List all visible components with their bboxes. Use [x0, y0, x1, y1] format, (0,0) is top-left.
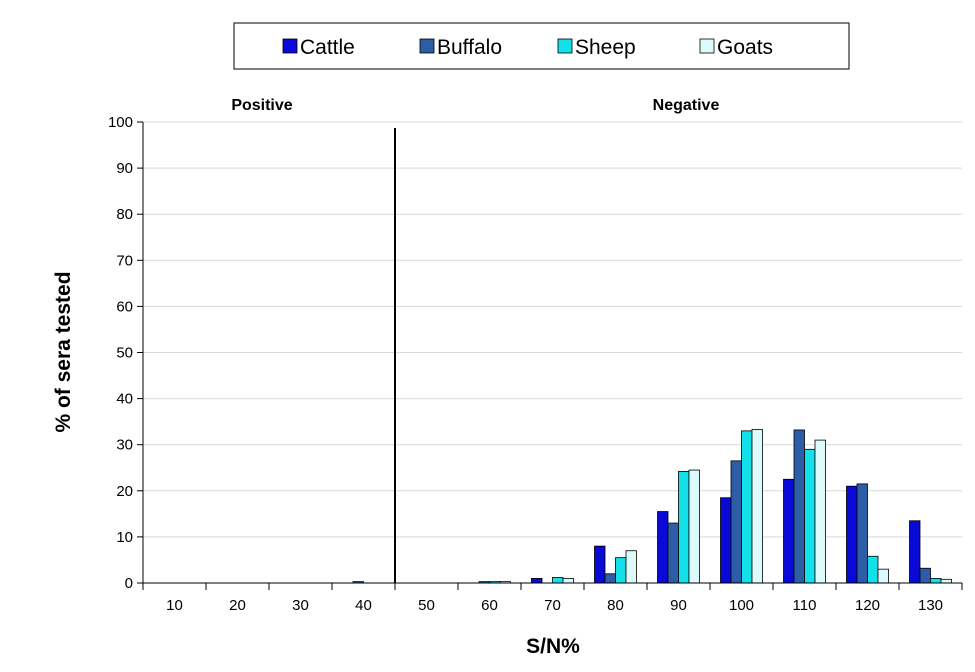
bar-buffalo-130 [919, 567, 931, 584]
x-tick-label: 130 [918, 597, 943, 614]
bar-goats-80 [625, 550, 637, 584]
x-tick-label: 110 [793, 597, 817, 614]
y-tick-label: 20 [116, 483, 133, 500]
x-tick-label: 100 [729, 597, 754, 614]
bar-sheep-100 [741, 430, 753, 584]
legend-label-cattle: Cattle [300, 36, 355, 59]
bar-cattle-130 [909, 520, 921, 584]
x-tick-label: 80 [607, 597, 624, 614]
negative-region-label: Negative [653, 97, 720, 114]
bar-sheep-80 [615, 557, 627, 584]
positive-region-label: Positive [231, 97, 292, 114]
bar-sheep-120 [867, 555, 879, 584]
x-tick-label: 50 [418, 597, 435, 614]
bar-buffalo-80 [604, 573, 616, 584]
y-tick-label: 0 [125, 575, 133, 592]
legend-label-goats: Goats [717, 36, 773, 59]
bar-cattle-90 [657, 511, 669, 584]
y-axis-title: % of sera tested [52, 271, 75, 432]
legend: Cattle Buffalo Sheep Goats [233, 22, 850, 70]
bar-sheep-70 [552, 577, 564, 584]
bar-buffalo-90 [667, 522, 679, 584]
bar-goats-110 [814, 439, 826, 584]
bar-cattle-80 [594, 545, 606, 584]
y-tick-label: 80 [116, 206, 133, 223]
legend-swatch-cattle [282, 38, 298, 54]
bar-goats-90 [688, 469, 700, 584]
x-tick-label: 30 [292, 597, 309, 614]
y-tick-label: 40 [116, 391, 133, 408]
legend-frame [233, 22, 850, 70]
axes [137, 121, 963, 590]
bars [352, 429, 952, 584]
bar-buffalo-100 [730, 460, 742, 584]
bar-cattle-110 [783, 478, 795, 584]
bar-cattle-70 [531, 577, 543, 584]
y-tick-label: 30 [116, 437, 133, 454]
legend-swatch-buffalo [419, 38, 435, 54]
y-tick-label: 70 [116, 252, 133, 269]
bar-goats-70 [562, 577, 574, 584]
bar-sheep-130 [930, 577, 942, 584]
bar-sheep-90 [678, 471, 690, 584]
x-tick-label: 20 [229, 597, 246, 614]
x-axis-title: S/N% [526, 635, 580, 658]
bar-sheep-110 [804, 448, 816, 584]
bar-cattle-120 [846, 485, 858, 584]
legend-swatch-goats [699, 38, 715, 54]
x-tick-label: 120 [855, 597, 880, 614]
y-tick-label: 100 [108, 114, 133, 131]
x-tick-label: 70 [544, 597, 561, 614]
y-tick-label: 10 [116, 529, 133, 546]
y-tick-label: 90 [116, 160, 133, 177]
x-tick-label: 90 [670, 597, 687, 614]
x-tick-label: 40 [355, 597, 372, 614]
x-tick-label: 10 [166, 597, 183, 614]
legend-swatch-sheep [557, 38, 573, 54]
bar-cattle-100 [720, 497, 732, 584]
x-tick-labels: 10 20 30 40 50 60 70 80 90 100 110 120 130 [166, 597, 943, 614]
x-tick-label: 60 [481, 597, 498, 614]
gridlines [143, 121, 962, 538]
legend-label-buffalo: Buffalo [437, 36, 502, 59]
y-tick-labels: 0 10 20 30 40 50 60 70 80 90 100 [108, 114, 133, 592]
y-tick-label: 60 [116, 298, 133, 315]
bar-buffalo-110 [793, 429, 805, 584]
bar-goats-120 [877, 568, 889, 584]
bar-goats-100 [751, 429, 763, 584]
legend-label-sheep: Sheep [575, 36, 636, 59]
bar-buffalo-120 [856, 483, 868, 584]
bar-goats-130 [940, 578, 952, 584]
y-tick-label: 50 [116, 345, 133, 362]
